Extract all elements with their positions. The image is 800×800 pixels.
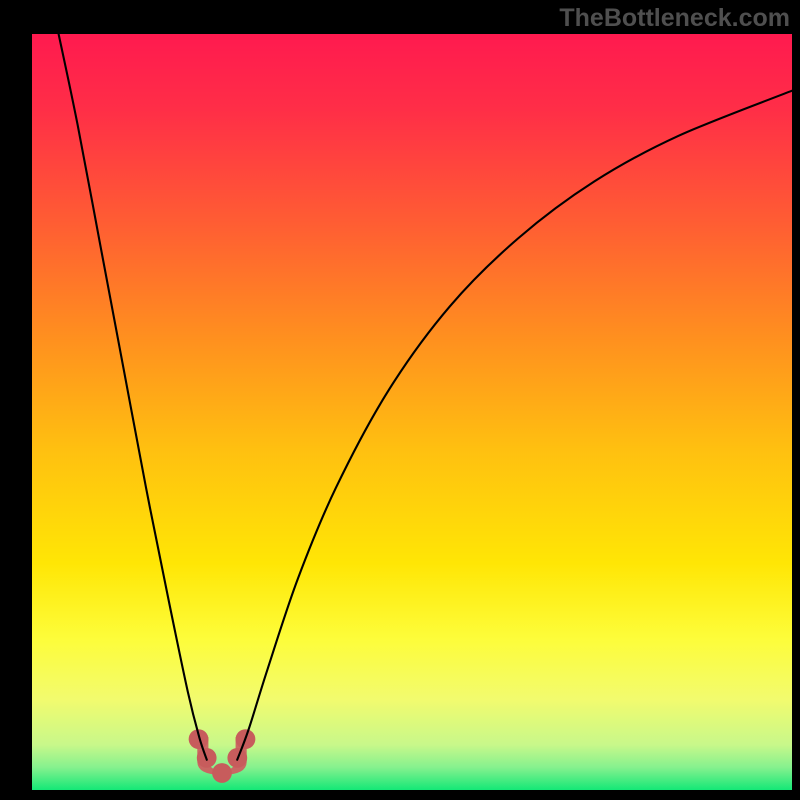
watermark-text: TheBottleneck.com [559,4,790,33]
plot-background [32,34,792,790]
chart-svg [0,0,800,800]
